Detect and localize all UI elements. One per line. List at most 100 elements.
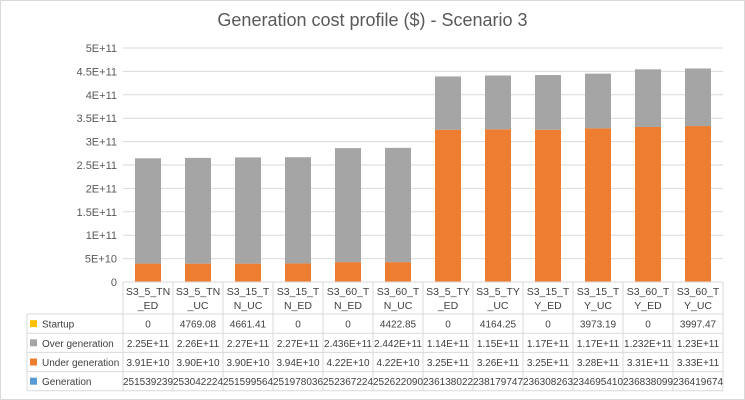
category-label: S3_60_T xyxy=(327,286,370,298)
data-cell: 1.23E+11 xyxy=(677,339,720,350)
data-cell: 236138022 xyxy=(423,377,473,388)
y-tick-label: 4E+11 xyxy=(86,90,117,102)
data-cell: 2.436E+11 xyxy=(324,339,372,350)
data-cell: 236838099 xyxy=(623,377,673,388)
data-cell: 2.27E+11 xyxy=(227,339,270,350)
bar-over-generation xyxy=(435,76,461,130)
bar-under-generation xyxy=(185,263,211,282)
data-cell: 252622090 xyxy=(373,377,423,388)
data-cell: 2.25E+11 xyxy=(127,339,170,350)
y-tick-label: 4.5E+11 xyxy=(77,66,117,78)
data-cell: 253042224 xyxy=(173,377,223,388)
category-label: S3_15_T xyxy=(527,286,570,298)
category-label: _ED xyxy=(137,300,159,312)
category-label: S3_5_TY xyxy=(476,286,520,298)
data-cell: 3.31E+11 xyxy=(627,358,670,369)
bar-under-generation xyxy=(235,263,261,282)
category-label: N_ED xyxy=(334,300,362,312)
legend-key xyxy=(30,339,37,347)
data-cell: 3.90E+10 xyxy=(176,358,220,369)
data-cell: 1.17E+11 xyxy=(527,339,570,350)
bar-over-generation xyxy=(585,73,611,129)
bar-over-generation xyxy=(685,68,711,127)
data-cell: 236308263 xyxy=(523,377,573,388)
data-cell: 2.442E+11 xyxy=(374,339,422,350)
data-cell: 251539239 xyxy=(123,377,173,388)
data-cell: 251599564 xyxy=(223,377,273,388)
category-label: Y_UC xyxy=(584,300,612,312)
category-label: S3_60_T xyxy=(377,286,420,298)
category-label: _UC xyxy=(186,300,208,312)
data-cell: 3.25E+11 xyxy=(527,358,570,369)
bar-under-generation xyxy=(385,262,411,282)
series-name: Over generation xyxy=(42,339,114,350)
legend-key xyxy=(30,358,37,366)
data-cell: 252367224 xyxy=(323,377,373,388)
data-cell: 2.27E+11 xyxy=(277,339,320,350)
category-label: N_ED xyxy=(284,300,312,312)
data-cell: 4164.25 xyxy=(480,320,517,331)
category-label: S3_60_T xyxy=(627,286,670,298)
bar-under-generation xyxy=(585,128,611,282)
category-label: S3_15_T xyxy=(277,286,320,298)
data-cell: 0 xyxy=(645,320,651,331)
data-cell: 3.91E+10 xyxy=(126,358,170,369)
bar-under-generation xyxy=(285,263,311,282)
data-cell: 4661.41 xyxy=(230,320,267,331)
data-cell: 4422.85 xyxy=(380,320,417,331)
bar-over-generation xyxy=(335,148,361,263)
data-cell: 3.25E+11 xyxy=(427,358,470,369)
y-tick-label: 1E+11 xyxy=(86,230,117,242)
legend-key xyxy=(30,377,37,385)
data-cell: 0 xyxy=(345,320,351,331)
bar-over-generation xyxy=(185,157,211,264)
data-cell: 3.94E+10 xyxy=(276,358,320,369)
data-cell: 4.22E+10 xyxy=(376,358,420,369)
bar-under-generation xyxy=(135,263,161,282)
bar-over-generation xyxy=(235,157,261,264)
bar-under-generation xyxy=(685,126,711,282)
bar-over-generation xyxy=(485,75,511,130)
y-tick-label: 0 xyxy=(111,277,117,289)
bar-over-generation xyxy=(285,157,311,264)
category-label: _UC xyxy=(486,300,508,312)
category-label: N_UC xyxy=(384,300,413,312)
category-label: S3_15_T xyxy=(577,286,620,298)
category-label: S3_5_TN xyxy=(176,286,220,298)
data-cell: 1.15E+11 xyxy=(477,339,520,350)
bar-over-generation xyxy=(535,75,561,130)
data-cell: 0 xyxy=(545,320,551,331)
data-cell: 3.90E+10 xyxy=(226,358,270,369)
category-label: N_UC xyxy=(234,300,263,312)
category-label: S3_5_TY xyxy=(426,286,470,298)
data-cell: 1.14E+11 xyxy=(427,339,470,350)
y-tick-label: 3.5E+11 xyxy=(77,113,117,125)
data-cell: 1.17E+11 xyxy=(577,339,620,350)
series-name: Under generation xyxy=(42,358,119,369)
category-label: S3_60_T xyxy=(677,286,720,298)
data-cell: 234695410 xyxy=(573,377,623,388)
bar-over-generation xyxy=(635,69,661,127)
data-cell: 3.28E+11 xyxy=(577,358,620,369)
category-label: S3_5_TN xyxy=(126,286,170,298)
data-cell: 238179747 xyxy=(473,377,523,388)
data-cell: 3.26E+11 xyxy=(477,358,520,369)
category-label: _ED xyxy=(437,300,459,312)
category-label: Y_ED xyxy=(634,300,662,312)
bar-under-generation xyxy=(485,129,511,282)
y-tick-label: 1.5E+11 xyxy=(77,207,117,219)
data-cell: 4.22E+10 xyxy=(326,358,370,369)
data-cell: 3997.47 xyxy=(680,320,717,331)
y-tick-label: 5E+11 xyxy=(86,43,117,55)
data-cell: 1.232E+11 xyxy=(624,339,672,350)
bar-over-generation xyxy=(135,158,161,264)
data-cell: 3.33E+11 xyxy=(677,358,720,369)
y-tick-label: 2E+11 xyxy=(86,183,117,195)
bar-under-generation xyxy=(635,126,661,282)
data-cell: 251978036 xyxy=(273,377,323,388)
y-tick-label: 3E+11 xyxy=(86,137,117,149)
data-cell: 0 xyxy=(145,320,151,331)
series-name: Startup xyxy=(42,320,75,331)
data-cell: 0 xyxy=(445,320,451,331)
